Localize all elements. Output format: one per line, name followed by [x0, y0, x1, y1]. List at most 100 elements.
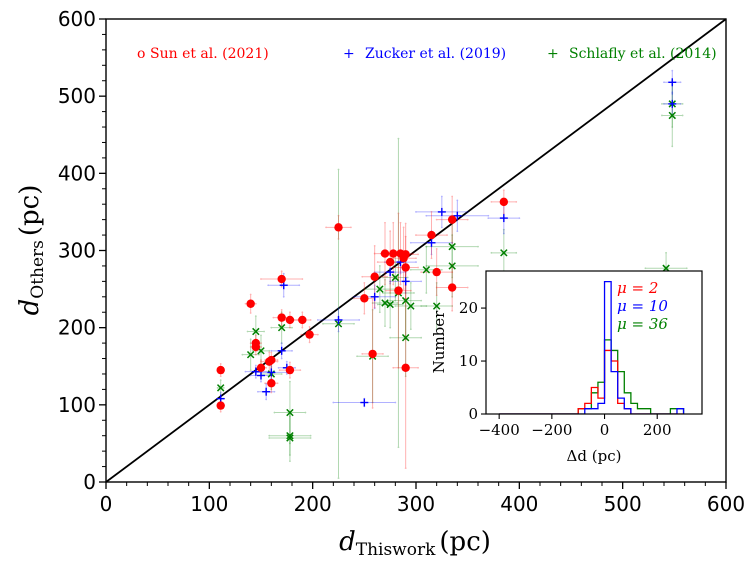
inset-legend-mu36: μ = 36	[617, 315, 668, 333]
sun-point	[385, 257, 395, 267]
y-axis-title: dOthers(pc)	[15, 185, 48, 316]
x-tick-label: 100	[190, 492, 228, 516]
sun-point	[256, 363, 266, 372]
sun-point	[285, 365, 295, 375]
zucker-point	[360, 398, 369, 407]
legend-sun-marker: o	[137, 46, 145, 62]
schlafly-point	[391, 273, 400, 282]
inset-y-tick-label: 0	[468, 405, 478, 423]
inset-x-tick-label: −400	[479, 421, 520, 439]
sun-point	[334, 223, 343, 232]
zucker-point	[437, 207, 446, 216]
x-tick-label: 400	[500, 492, 538, 516]
schlafly-point	[448, 262, 456, 270]
sun-point	[277, 274, 286, 284]
x-tick-label: 500	[604, 492, 642, 516]
inset-hist-mu2	[499, 349, 684, 414]
inset-histogram: −400 −200 0 200 0 10 20 Δd (pc) Number μ = 2 μ…	[430, 270, 703, 465]
zucker-point	[499, 214, 508, 223]
schlafly-point	[252, 327, 260, 336]
sun-point	[394, 286, 403, 295]
inset-y-tick-label: 10	[459, 352, 478, 370]
zucker-point	[370, 292, 379, 301]
sun-point	[246, 299, 255, 308]
inset-legend-mu2: μ = 2	[617, 279, 658, 297]
zucker-point	[668, 78, 677, 87]
zucker-point	[453, 211, 462, 220]
x-tick-label: 0	[100, 492, 113, 516]
schlafly-point	[286, 434, 294, 442]
inset-legend-mu10: μ = 10	[617, 297, 668, 315]
zucker-point	[257, 371, 265, 380]
schlafly-point	[381, 299, 389, 307]
schlafly-point	[407, 302, 415, 310]
sun-point	[427, 230, 436, 240]
schlafly-point	[432, 302, 441, 310]
schlafly-point	[246, 350, 255, 359]
sun-point	[360, 294, 369, 303]
sun-point	[298, 315, 307, 325]
y-tick-label: 200	[58, 316, 96, 340]
inset-ticks: −400 −200 0 200 0 10 20	[459, 299, 672, 439]
schlafly-point	[286, 431, 294, 440]
zucker-point	[216, 394, 225, 403]
legend-entry-sun: o Sun et al. (2021)	[137, 46, 269, 62]
legend-zucker-label: Zucker et al. (2019)	[365, 46, 506, 62]
x-tick-label: 600	[707, 492, 745, 516]
zucker-point	[401, 277, 410, 286]
sun-point	[401, 363, 410, 372]
sun-point	[251, 342, 261, 352]
schlafly-point	[286, 408, 294, 417]
y-tick-label: 0	[83, 470, 96, 494]
legend-schlafly-label: Schlafly et al. (2014)	[569, 46, 717, 62]
legend-zucker-marker: +	[343, 46, 355, 62]
inset-y-tick-label: 20	[459, 299, 478, 317]
zucker-point	[668, 99, 677, 108]
inset-x-axis-title: Δd (pc)	[567, 447, 622, 465]
legend-entry-zucker: + Zucker et al. (2019)	[343, 46, 506, 62]
x-tick-label: 300	[397, 492, 435, 516]
sun-point	[216, 365, 225, 375]
schlafly-point	[376, 285, 384, 293]
schlafly-point	[668, 111, 676, 120]
schlafly-point	[662, 264, 670, 272]
inset-histogram-steps	[499, 280, 685, 414]
inset-x-tick-label: 200	[643, 421, 672, 439]
y-tick-label: 100	[58, 393, 96, 417]
sun-point	[447, 215, 457, 224]
schlafly-point	[448, 242, 456, 251]
sun-point	[401, 263, 410, 272]
zucker-point	[262, 387, 271, 396]
sun-point	[432, 267, 441, 277]
y-tick-label: 500	[58, 84, 96, 108]
schlafly-point	[422, 266, 431, 274]
legend-sun-label: Sun et al. (2021)	[150, 46, 269, 62]
sun-point	[370, 272, 379, 281]
legend-schlafly-marker: +	[547, 46, 559, 62]
legend-entry-schlafly: + Schlafly et al. (2014)	[547, 46, 717, 62]
zucker-point	[386, 268, 395, 277]
sun-point	[499, 197, 509, 207]
sun-point	[380, 249, 390, 258]
inset-plot-area	[486, 271, 702, 414]
schlafly-point	[277, 323, 286, 332]
sun-point	[216, 401, 225, 410]
sun-point	[368, 349, 377, 359]
sun-point	[401, 250, 410, 259]
sun-point	[305, 330, 314, 339]
schlafly-point	[500, 249, 508, 257]
schlafly-point	[401, 333, 410, 342]
sun-point	[277, 313, 286, 322]
zucker-point	[277, 346, 286, 355]
inset-x-tick-label: −200	[531, 421, 572, 439]
inset-y-axis-title: Number	[430, 310, 448, 373]
zucker-point	[251, 367, 260, 376]
inset-x-tick-label: 0	[600, 421, 610, 439]
zucker-point	[334, 315, 343, 324]
zucker-point	[267, 368, 276, 377]
x-axis-title: dThiswork (pc)	[339, 527, 491, 560]
inset-plot-frame	[485, 270, 703, 415]
legend: o Sun et al. (2021) + Zucker et al. (201…	[137, 46, 717, 62]
y-tick-label: 400	[58, 161, 96, 185]
